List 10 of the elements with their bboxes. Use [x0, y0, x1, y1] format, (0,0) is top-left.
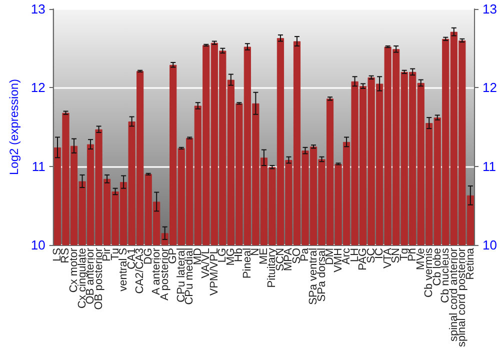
y2-tick-label: 12: [482, 80, 498, 96]
y2-tick-label: 11: [482, 158, 496, 174]
y-tick-label: 12: [30, 80, 46, 96]
y-tick-label: 13: [30, 2, 46, 16]
y2-tick-label: 13: [482, 2, 498, 16]
y-tick-label: 10: [30, 237, 46, 252]
y2-tick-label: 10: [482, 237, 498, 252]
y-axis-title: Log2 (expression): [7, 78, 21, 176]
x-tick-label: Tg: [398, 248, 410, 261]
y-tick-label: 11: [32, 158, 46, 174]
